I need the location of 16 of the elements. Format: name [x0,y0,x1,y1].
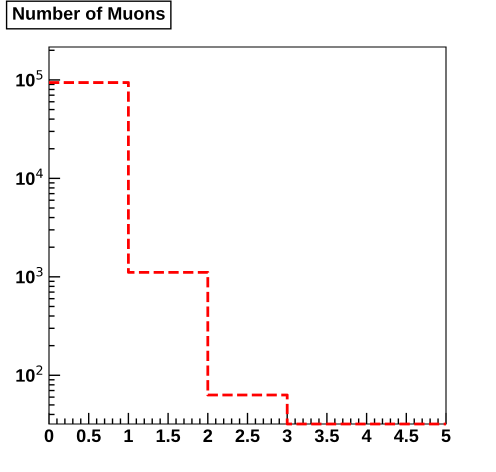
x-tick-label: 2 [203,429,212,442]
y-tick-label: 10$^{2}$ [16,365,42,382]
chart-title: Number of Muons [13,6,165,20]
x-tick-label: 2.5 [236,429,260,442]
y-tick-label: 10$^{5}$ [16,70,42,87]
x-tick-label: 1 [124,430,133,442]
x-tick-label: 1.5 [156,430,180,442]
x-tick-label: 0 [44,429,54,442]
y-tick-label: 10$^{4}$ [16,168,43,185]
x-tick-label: 0.5 [76,429,101,442]
x-tick-label: 4 [362,430,372,442]
y-tick-label: 10$^{3}$ [16,266,43,284]
x-tick-label: 3 [282,429,292,442]
x-tick-label: 5 [442,430,451,442]
x-tick-label: 4.5 [394,430,418,442]
x-tick-label: 3.5 [314,429,339,442]
